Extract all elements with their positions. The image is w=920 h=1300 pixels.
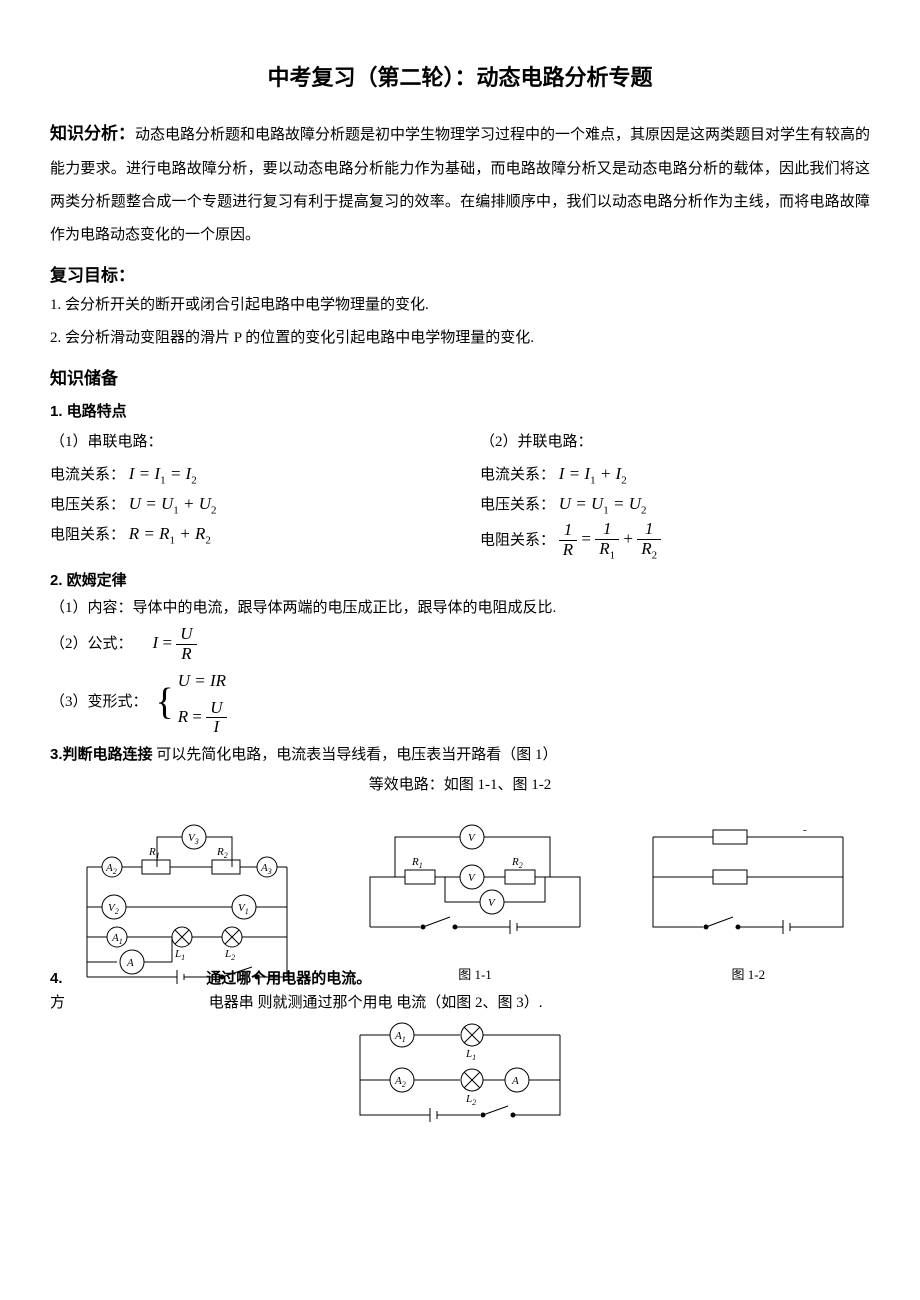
svg-text:A2: A2 — [394, 1075, 406, 1089]
s3-body: 可以先简化电路，电流表当导线看，电压表当开路看（图 1） — [156, 747, 557, 763]
s2-head: 2. 欧姆定律 — [50, 569, 870, 593]
variant-1: U = IR — [178, 665, 227, 696]
s3-head: 3.判断电路连接 — [50, 746, 153, 763]
svg-text:A2: A2 — [105, 862, 117, 876]
fig1-2-label: 图 1-2 — [633, 965, 863, 986]
svg-text:R1: R1 — [148, 846, 160, 860]
parallel-current: I = I1 + I2 — [559, 462, 627, 485]
svg-text:V: V — [468, 872, 476, 884]
svg-text:L1: L1 — [174, 948, 185, 962]
prep-head: 知识储备 — [50, 365, 870, 392]
series-voltage: U = U1 + U2 — [129, 492, 217, 515]
s3-line: 3.判断电路连接 可以先简化电路，电流表当导线看，电压表当开路看（图 1） — [50, 743, 870, 767]
analysis-body: 动态电路分析题和电路故障分析题是初中学生物理学习过程中的一个难点，其原因是这两类… — [50, 127, 870, 242]
series-col: （1）串联电路： 电流关系： I = I1 = I2 电压关系： U = U1 … — [50, 430, 440, 561]
page-title: 中考复习（第二轮）：动态电路分析专题 — [50, 60, 870, 95]
parallel-voltage: U = U1 = U2 — [559, 492, 647, 515]
s4-head: 4. — [50, 970, 63, 987]
svg-text:R1: R1 — [411, 856, 423, 870]
fig1-1-label: 图 1-1 — [350, 965, 600, 986]
variant-label: （3）变形式： — [50, 690, 148, 714]
svg-text:A3: A3 — [260, 862, 272, 876]
label-voltage: 电压关系： — [50, 497, 125, 513]
circuit-diagrams-row2: A1 A2 A L1 L2 — [50, 1005, 870, 1145]
svg-text:V: V — [468, 832, 476, 844]
analysis-head: 知识分析： — [50, 124, 135, 143]
ohm-content: （1）内容：导体中的电流，跟导体两端的电压成正比，跟导体的电阻成反比. — [50, 593, 870, 623]
brace-icon: { — [156, 687, 174, 717]
circuit-fig2: A1 A2 A L1 L2 — [340, 1005, 580, 1145]
circuit-fig1-1-wrap: V V V R1 R2 图 1-1 — [350, 807, 600, 997]
svg-text:V: V — [488, 897, 496, 909]
label-resist: 电阻关系： — [50, 527, 125, 543]
circuit-properties: （1）串联电路： 电流关系： I = I1 = I2 电压关系： U = U1 … — [50, 430, 870, 561]
ohm-formula-line: （2）公式： I = UR — [50, 623, 870, 665]
ohm-variant-line: （3）变形式： { U = IR R = UI — [50, 665, 870, 739]
label-resist-p: 电阻关系： — [480, 532, 555, 548]
circuit-fig1-2: - — [633, 807, 863, 957]
svg-text:V2: V2 — [108, 902, 119, 916]
svg-text:L2: L2 — [224, 948, 235, 962]
svg-text:A: A — [511, 1075, 519, 1087]
label-current: 电流关系： — [50, 467, 125, 483]
label-voltage-p: 电压关系： — [480, 497, 555, 513]
label-current-p: 电流关系： — [480, 467, 555, 483]
svg-text:V1: V1 — [238, 902, 249, 916]
circuit-fig1-1: V V V R1 R2 — [350, 807, 600, 957]
goal-1: 1. 会分析开关的断开或闭合引起电路中电学物理量的变化. — [50, 289, 870, 322]
formula-label: （2）公式： — [50, 632, 133, 656]
svg-text:-: - — [803, 824, 807, 836]
svg-text:R2: R2 — [511, 856, 523, 870]
goal-2: 2. 会分析滑动变阻器的滑片 P 的位置的变化引起电路中电学物理量的变化. — [50, 322, 870, 355]
equiv-label: 等效电路：如图 1-1、图 1-2 — [50, 773, 870, 797]
s4-method-label: 方 — [50, 995, 65, 1011]
parallel-title: （2）并联电路： — [480, 430, 870, 454]
svg-text:A1: A1 — [394, 1030, 406, 1044]
series-resist: R = R1 + R2 — [129, 522, 211, 545]
circuit-fig1-2-wrap: - 图 1-2 — [633, 807, 863, 997]
parallel-col: （2）并联电路： 电流关系： I = I1 + I2 电压关系： U = U1 … — [480, 430, 870, 561]
s4-mid: 通过哪个用电器的电流。 — [206, 970, 371, 987]
goals-head: 复习目标： — [50, 262, 870, 289]
series-title: （1）串联电路： — [50, 430, 440, 454]
svg-text:R2: R2 — [216, 846, 228, 860]
svg-text:A1: A1 — [111, 932, 123, 946]
parallel-resist: 1R = 1R1 + 1R2 — [559, 527, 661, 550]
svg-text:V3: V3 — [188, 832, 199, 846]
series-current: I = I1 = I2 — [129, 462, 197, 485]
analysis-block: 知识分析：动态电路分析题和电路故障分析题是初中学生物理学习过程中的一个难点，其原… — [50, 115, 870, 251]
svg-text:L1: L1 — [465, 1048, 476, 1062]
s1-head: 1. 电路特点 — [50, 400, 870, 424]
svg-text:L2: L2 — [465, 1093, 476, 1107]
variant-2: R = UI — [178, 697, 227, 739]
